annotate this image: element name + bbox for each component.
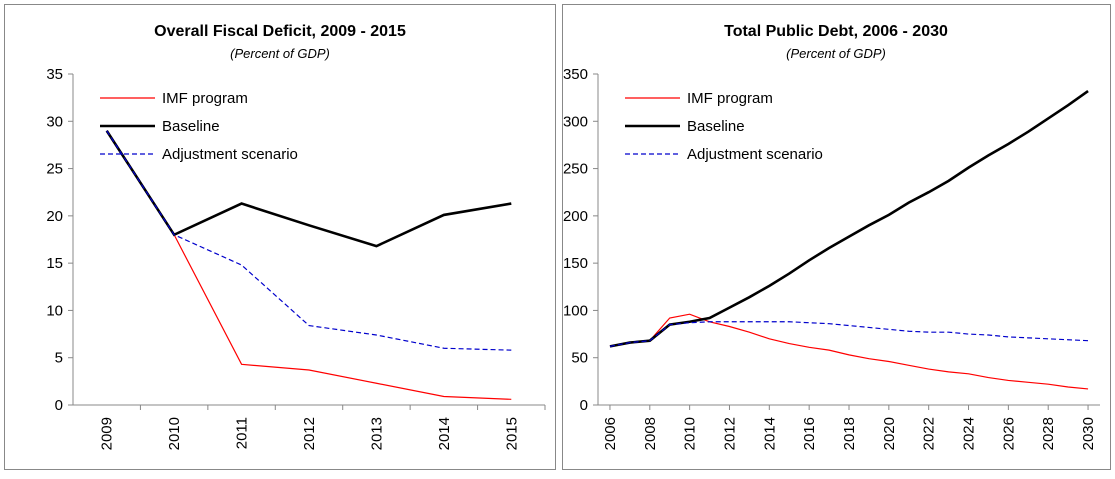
x-tick-label: 2030: [1080, 417, 1097, 450]
panel-border: [562, 4, 1111, 470]
y-tick-label: 150: [563, 255, 588, 272]
x-tick-label: 2024: [961, 417, 978, 450]
chart-title: Total Public Debt, 2006 - 2030: [724, 23, 948, 40]
y-tick-label: 200: [563, 208, 588, 225]
x-tick-label: 2010: [682, 417, 699, 450]
x-tick-label: 2014: [436, 417, 453, 450]
y-tick-label: 0: [55, 397, 63, 414]
x-tick-label: 2011: [234, 417, 251, 449]
panel-border: [4, 4, 556, 470]
y-tick-label: 100: [563, 302, 588, 319]
x-tick-label: 2022: [921, 417, 938, 450]
x-tick-label: 2013: [368, 417, 385, 450]
x-tick-label: 2008: [642, 417, 659, 450]
y-tick-label: 30: [46, 113, 63, 130]
x-tick-label: 2009: [99, 417, 116, 450]
chart-subtitle: (Percent of GDP): [230, 46, 330, 61]
legend-label: IMF program: [687, 90, 773, 107]
x-tick-label: 2018: [841, 417, 858, 450]
series-line: [106, 130, 512, 400]
y-tick-label: 25: [46, 161, 63, 178]
chart-subtitle: (Percent of GDP): [786, 46, 886, 61]
series-line: [609, 313, 1089, 390]
legend-label: Baseline: [162, 118, 220, 135]
x-tick-label: 2012: [301, 417, 318, 450]
x-tick-label: 2016: [801, 417, 818, 450]
x-tick-label: 2006: [602, 417, 619, 450]
series-line: [106, 130, 512, 351]
legend-label: Adjustment scenario: [162, 146, 298, 163]
x-tick-label: 2014: [761, 417, 778, 450]
y-tick-label: 20: [46, 208, 63, 225]
x-tick-label: 2012: [721, 417, 738, 450]
y-tick-label: 250: [563, 161, 588, 178]
x-tick-label: 2026: [1000, 417, 1017, 450]
legend-label: Baseline: [687, 118, 745, 135]
x-tick-label: 2015: [503, 417, 520, 450]
x-tick-label: 2020: [881, 417, 898, 450]
y-tick-label: 50: [571, 350, 588, 367]
x-tick-label: 2010: [166, 417, 183, 450]
chart-title: Overall Fiscal Deficit, 2009 - 2015: [154, 23, 406, 40]
legend-label: Adjustment scenario: [687, 146, 823, 163]
y-tick-label: 300: [563, 113, 588, 130]
y-tick-label: 5: [55, 350, 63, 367]
y-tick-label: 35: [46, 66, 63, 83]
series-line: [609, 89, 1089, 348]
y-tick-label: 10: [46, 302, 63, 319]
y-tick-label: 0: [580, 397, 588, 414]
x-tick-label: 2028: [1040, 417, 1057, 450]
series-line: [609, 321, 1089, 347]
legend-label: IMF program: [162, 90, 248, 107]
y-tick-label: 15: [46, 255, 63, 272]
y-tick-label: 350: [563, 66, 588, 83]
